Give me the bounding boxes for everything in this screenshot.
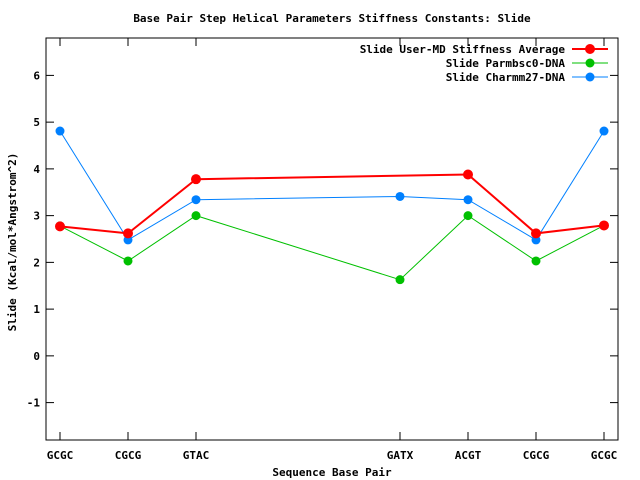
legend-swatch-marker [585,44,595,54]
x-axis-label: Sequence Base Pair [272,466,392,479]
y-axis-label: Slide (Kcal/mol*Angstrom^2) [6,153,19,332]
legend-swatch-marker [585,58,595,68]
data-point [191,174,201,185]
x-axis: GCGC CGCG GTAC GATX ACGT CGCG GCGC [47,38,618,462]
data-point [191,195,201,205]
data-point [463,195,473,205]
chart-title: Base Pair Step Helical Parameters Stiffn… [133,12,531,25]
legend-swatch-marker [585,72,595,82]
data-point [395,275,405,285]
y-tick-label: 2 [33,256,40,269]
x-tick-label: CGCG [115,449,142,462]
y-tick-label: 3 [33,210,40,223]
data-point [463,211,473,221]
x-tick-label: GCGC [591,449,618,462]
plot-frame [45,37,619,441]
y-axis: -1 0 1 2 3 4 5 6 [27,69,618,410]
series-1 [55,169,609,239]
series-3 [55,126,609,245]
data-point [463,169,473,180]
data-point [531,256,541,266]
data-point [55,221,65,232]
data-point [395,191,405,201]
data-point [55,126,65,136]
x-tick-label: GTAC [183,449,210,462]
y-tick-label: -1 [27,397,41,410]
x-tick-label: GCGC [47,449,74,462]
x-tick-label: GATX [387,449,414,462]
series-2 [55,211,609,285]
data-point [599,220,609,231]
legend-label: Slide User-MD Stiffness Average [360,43,566,56]
legend-label: Slide Parmbsc0-DNA [446,57,566,70]
series-layer [55,126,609,285]
x-tick-label: ACGT [455,449,482,462]
legend-label: Slide Charmm27-DNA [446,71,566,84]
x-tick-label: CGCG [523,449,550,462]
series-line [59,214,605,281]
y-tick-label: 0 [33,350,40,363]
series-line [59,173,605,235]
data-point [123,228,133,239]
data-point [123,256,133,266]
y-tick-label: 4 [33,163,40,176]
y-tick-label: 6 [33,69,40,82]
data-point [599,126,609,136]
y-tick-label: 1 [33,303,40,316]
y-tick-label: 5 [33,116,40,129]
data-point [531,228,541,239]
data-point [191,211,201,221]
